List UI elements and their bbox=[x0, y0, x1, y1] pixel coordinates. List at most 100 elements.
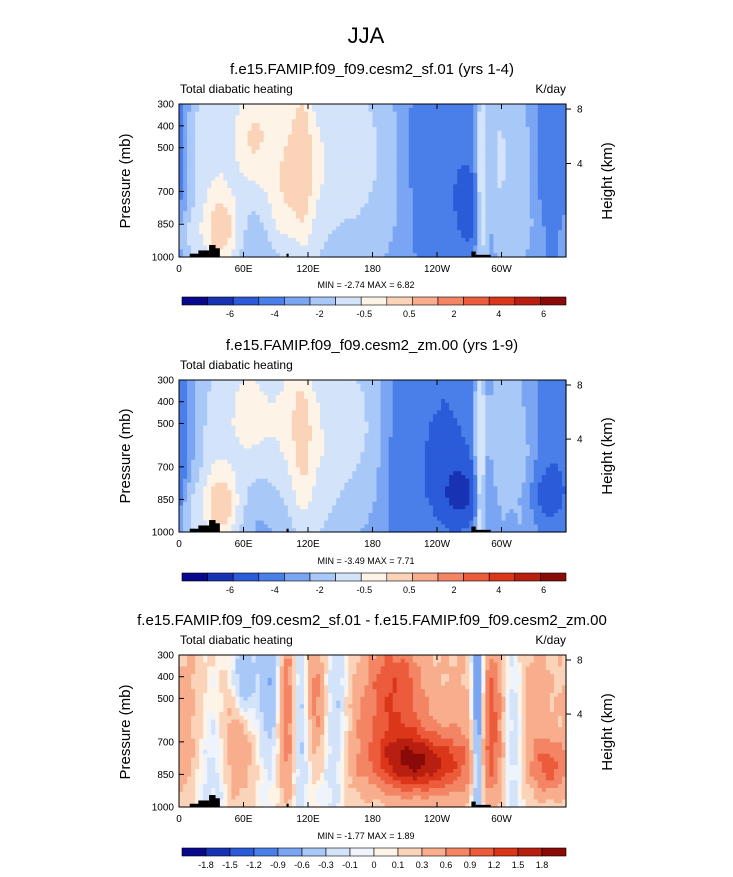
heatmap-cell bbox=[397, 150, 402, 154]
heatmap-cell bbox=[191, 108, 196, 112]
heatmap-cell bbox=[328, 234, 333, 238]
heatmap-cell bbox=[534, 207, 539, 211]
heatmap-cell bbox=[320, 203, 325, 207]
heatmap-cell bbox=[473, 200, 478, 204]
heatmap-cell bbox=[352, 123, 357, 127]
heatmap-cell bbox=[348, 395, 353, 399]
heatmap-cell bbox=[312, 165, 317, 169]
heatmap-cell bbox=[199, 407, 204, 411]
heatmap-cell bbox=[493, 158, 498, 162]
heatmap-cell bbox=[425, 188, 430, 192]
heatmap-cell bbox=[260, 399, 265, 403]
heatmap-cell bbox=[538, 173, 543, 177]
heatmap-cell bbox=[393, 158, 398, 162]
heatmap-cell bbox=[530, 403, 535, 407]
heatmap-cell bbox=[344, 119, 349, 123]
heatmap-cell bbox=[433, 196, 438, 200]
heatmap-cell bbox=[187, 135, 192, 139]
heatmap-cell bbox=[441, 230, 446, 234]
heatmap-cell bbox=[401, 200, 406, 204]
heatmap-cell bbox=[215, 165, 220, 169]
heatmap-cell bbox=[506, 395, 511, 399]
heatmap-cell bbox=[449, 181, 454, 185]
heatmap-cell bbox=[465, 150, 470, 154]
heatmap-cell bbox=[336, 123, 341, 127]
heatmap-cell bbox=[296, 399, 301, 403]
heatmap-cell bbox=[377, 407, 382, 411]
heatmap-cell bbox=[445, 391, 450, 395]
heatmap-cell bbox=[324, 238, 329, 242]
heatmap-cell bbox=[360, 388, 365, 392]
heatmap-cell bbox=[272, 203, 277, 207]
heatmap-cell bbox=[191, 391, 196, 395]
heatmap-cell bbox=[252, 203, 257, 207]
heatmap-cell bbox=[248, 165, 253, 169]
heatmap-cell bbox=[526, 108, 531, 112]
heatmap-cell bbox=[522, 226, 527, 230]
heatmap-cell bbox=[437, 223, 442, 227]
heatmap-cell bbox=[248, 388, 253, 392]
colorbar-swatch bbox=[464, 297, 490, 305]
heatmap-cell bbox=[437, 246, 442, 250]
heatmap-cell bbox=[417, 142, 422, 146]
heatmap-cell bbox=[401, 165, 406, 169]
heatmap-cell bbox=[385, 184, 390, 188]
heatmap-cell bbox=[219, 127, 224, 131]
heatmap-cell bbox=[219, 169, 224, 173]
heatmap-cell bbox=[179, 150, 184, 154]
heatmap-cell bbox=[445, 407, 450, 411]
heatmap-cell bbox=[477, 123, 482, 127]
heatmap-cell bbox=[292, 207, 297, 211]
heatmap-cell bbox=[308, 200, 313, 204]
heatmap-cell bbox=[530, 219, 535, 223]
heatmap-cell bbox=[405, 207, 410, 211]
heatmap-cell bbox=[385, 115, 390, 119]
heatmap-cell bbox=[183, 192, 188, 196]
heatmap-cell bbox=[235, 230, 240, 234]
heatmap-cell bbox=[381, 127, 386, 131]
heatmap-cell bbox=[292, 219, 297, 223]
heatmap-cell bbox=[364, 188, 369, 192]
heatmap-cell bbox=[288, 146, 293, 150]
heatmap-cell bbox=[368, 181, 373, 185]
heatmap-cell bbox=[231, 384, 236, 388]
heatmap-cell bbox=[256, 115, 261, 119]
heatmap-cell bbox=[272, 119, 277, 123]
heatmap-cell bbox=[550, 230, 555, 234]
heatmap-cell bbox=[244, 422, 249, 426]
heatmap-cell bbox=[393, 104, 398, 108]
heatmap-cell bbox=[256, 146, 261, 150]
heatmap-cell bbox=[542, 234, 547, 238]
heatmap-cell bbox=[514, 131, 519, 135]
heatmap-cell bbox=[356, 219, 361, 223]
heatmap-cell bbox=[526, 207, 531, 211]
heatmap-cell bbox=[397, 249, 402, 253]
heatmap-cell bbox=[437, 115, 442, 119]
heatmap-cell bbox=[360, 138, 365, 142]
heatmap-cell bbox=[296, 135, 301, 139]
heatmap-cell bbox=[231, 391, 236, 395]
heatmap-cell bbox=[489, 184, 494, 188]
heatmap-cell bbox=[332, 146, 337, 150]
heatmap-cell bbox=[280, 223, 285, 227]
heatmap-cell bbox=[550, 115, 555, 119]
heatmap-cell bbox=[191, 158, 196, 162]
heatmap-cell bbox=[211, 399, 216, 403]
heatmap-cell bbox=[320, 238, 325, 242]
heatmap-cell bbox=[385, 399, 390, 403]
heatmap-cell bbox=[397, 388, 402, 392]
heatmap-cell bbox=[260, 219, 265, 223]
heatmap-cell bbox=[280, 188, 285, 192]
heatmap-cell bbox=[409, 177, 414, 181]
heatmap-cell bbox=[231, 238, 236, 242]
heatmap-cell bbox=[284, 196, 289, 200]
heatmap-cell bbox=[401, 391, 406, 395]
heatmap-cell bbox=[401, 395, 406, 399]
heatmap-cell bbox=[481, 146, 486, 150]
heatmap-cell bbox=[352, 407, 357, 411]
heatmap-cell bbox=[280, 395, 285, 399]
heatmap-cell bbox=[268, 177, 273, 181]
heatmap-cell bbox=[429, 184, 434, 188]
heatmap-cell bbox=[235, 391, 240, 395]
heatmap-cell bbox=[244, 135, 249, 139]
